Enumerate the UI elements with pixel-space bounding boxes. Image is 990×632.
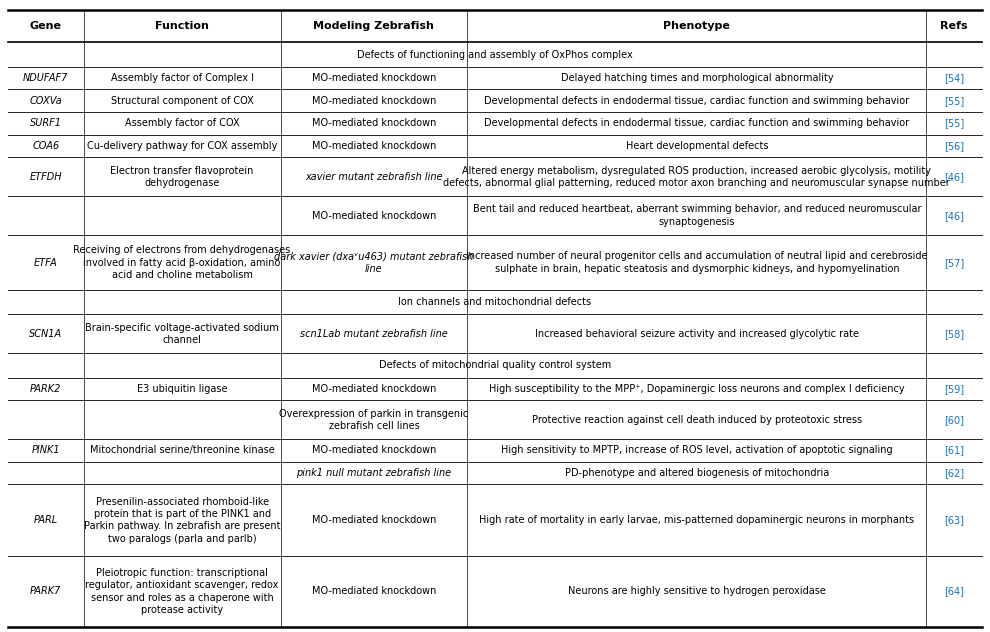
Text: [64]: [64] [944, 586, 964, 597]
Text: Heart developmental defects: Heart developmental defects [626, 141, 768, 151]
Text: Overexpression of parkin in transgenic
zebrafish cell lines: Overexpression of parkin in transgenic z… [279, 408, 468, 431]
Text: Pleiotropic function: transcriptional
regulator, antioxidant scavenger, redox
se: Pleiotropic function: transcriptional re… [85, 568, 279, 615]
Text: Developmental defects in endodermal tissue, cardiac function and swimming behavi: Developmental defects in endodermal tiss… [484, 95, 910, 106]
Text: MO-mediated knockdown: MO-mediated knockdown [312, 210, 436, 221]
Text: [58]: [58] [944, 329, 964, 339]
Text: COXVa: COXVa [30, 95, 62, 106]
Text: [54]: [54] [944, 73, 964, 83]
Text: Brain-specific voltage-activated sodium
channel: Brain-specific voltage-activated sodium … [85, 323, 279, 345]
Text: [55]: [55] [944, 95, 964, 106]
Text: PARK7: PARK7 [30, 586, 61, 597]
Text: MO-mediated knockdown: MO-mediated knockdown [312, 95, 436, 106]
Text: ETFA: ETFA [34, 258, 57, 267]
Text: PARL: PARL [34, 515, 57, 525]
Text: Defects of functioning and assembly of OxPhos complex: Defects of functioning and assembly of O… [357, 49, 633, 59]
Text: NDUFAF7: NDUFAF7 [23, 73, 68, 83]
Text: ETFDH: ETFDH [30, 172, 62, 182]
Text: [63]: [63] [944, 515, 964, 525]
Text: Bent tail and reduced heartbeat, aberrant swimming behavior, and reduced neuromu: Bent tail and reduced heartbeat, aberran… [472, 205, 921, 227]
Text: SCN1A: SCN1A [30, 329, 62, 339]
Text: [60]: [60] [944, 415, 964, 425]
Text: Gene: Gene [30, 21, 61, 31]
Text: Modeling Zebrafish: Modeling Zebrafish [314, 21, 435, 31]
Text: COA6: COA6 [33, 141, 59, 151]
Text: Increased number of neural progenitor cells and accumulation of neutral lipid an: Increased number of neural progenitor ce… [466, 252, 928, 274]
Text: [62]: [62] [944, 468, 964, 478]
Text: SURF1: SURF1 [30, 118, 61, 128]
Text: [46]: [46] [944, 210, 964, 221]
Text: MO-mediated knockdown: MO-mediated knockdown [312, 515, 436, 525]
Text: [61]: [61] [944, 446, 964, 456]
Text: [55]: [55] [944, 118, 964, 128]
Text: MO-mediated knockdown: MO-mediated knockdown [312, 384, 436, 394]
Text: PD-phenotype and altered biogenesis of mitochondria: PD-phenotype and altered biogenesis of m… [564, 468, 829, 478]
Text: Presenilin-associated rhomboid-like
protein that is part of the PINK1 and
Parkin: Presenilin-associated rhomboid-like prot… [84, 497, 280, 544]
Text: Mitochondrial serine/threonine kinase: Mitochondrial serine/threonine kinase [90, 446, 274, 456]
Text: Electron transfer flavoprotein
dehydrogenase: Electron transfer flavoprotein dehydroge… [111, 166, 253, 188]
Text: Altered energy metabolism, dysregulated ROS production, increased aerobic glycol: Altered energy metabolism, dysregulated … [444, 166, 950, 188]
Text: [59]: [59] [944, 384, 964, 394]
Text: Developmental defects in endodermal tissue, cardiac function and swimming behavi: Developmental defects in endodermal tiss… [484, 118, 910, 128]
Text: Phenotype: Phenotype [663, 21, 731, 31]
Text: PARK2: PARK2 [30, 384, 61, 394]
Text: [56]: [56] [944, 141, 964, 151]
Text: Structural component of COX: Structural component of COX [111, 95, 253, 106]
Text: Protective reaction against cell death induced by proteotoxic stress: Protective reaction against cell death i… [532, 415, 862, 425]
Text: [46]: [46] [944, 172, 964, 182]
Text: Neurons are highly sensitive to hydrogen peroxidase: Neurons are highly sensitive to hydrogen… [568, 586, 826, 597]
Text: Increased behavioral seizure activity and increased glycolytic rate: Increased behavioral seizure activity an… [535, 329, 859, 339]
Text: pink1 null mutant zebrafish line: pink1 null mutant zebrafish line [296, 468, 451, 478]
Text: E3 ubiquitin ligase: E3 ubiquitin ligase [137, 384, 228, 394]
Text: PINK1: PINK1 [32, 446, 60, 456]
Text: High rate of mortality in early larvae, mis-patterned dopaminergic neurons in mo: High rate of mortality in early larvae, … [479, 515, 915, 525]
Text: Receiving of electrons from dehydrogenases
involved in fatty acid β-oxidation, a: Receiving of electrons from dehydrogenas… [73, 245, 291, 280]
Text: [57]: [57] [944, 258, 964, 267]
Text: Refs: Refs [940, 21, 968, 31]
Text: dark xavier (dxaᵛu463) mutant zebrafish
line: dark xavier (dxaᵛu463) mutant zebrafish … [274, 252, 473, 274]
Text: scn1Lab mutant zebrafish line: scn1Lab mutant zebrafish line [300, 329, 447, 339]
Text: MO-mediated knockdown: MO-mediated knockdown [312, 141, 436, 151]
Text: Function: Function [155, 21, 209, 31]
Text: MO-mediated knockdown: MO-mediated knockdown [312, 586, 436, 597]
Text: MO-mediated knockdown: MO-mediated knockdown [312, 118, 436, 128]
Text: Cu-delivery pathway for COX assembly: Cu-delivery pathway for COX assembly [87, 141, 277, 151]
Text: Defects of mitochondrial quality control system: Defects of mitochondrial quality control… [379, 360, 611, 370]
Text: Ion channels and mitochondrial defects: Ion channels and mitochondrial defects [398, 297, 592, 307]
Text: High susceptibility to the MPP⁺, Dopaminergic loss neurons and complex I deficie: High susceptibility to the MPP⁺, Dopamin… [489, 384, 905, 394]
Text: xavier mutant zebrafish line: xavier mutant zebrafish line [305, 172, 443, 182]
Text: MO-mediated knockdown: MO-mediated knockdown [312, 73, 436, 83]
Text: High sensitivity to MPTP, increase of ROS level, activation of apoptotic signali: High sensitivity to MPTP, increase of RO… [501, 446, 893, 456]
Text: Delayed hatching times and morphological abnormality: Delayed hatching times and morphological… [560, 73, 834, 83]
Text: Assembly factor of COX: Assembly factor of COX [125, 118, 240, 128]
Text: Assembly factor of Complex I: Assembly factor of Complex I [111, 73, 253, 83]
Text: MO-mediated knockdown: MO-mediated knockdown [312, 446, 436, 456]
